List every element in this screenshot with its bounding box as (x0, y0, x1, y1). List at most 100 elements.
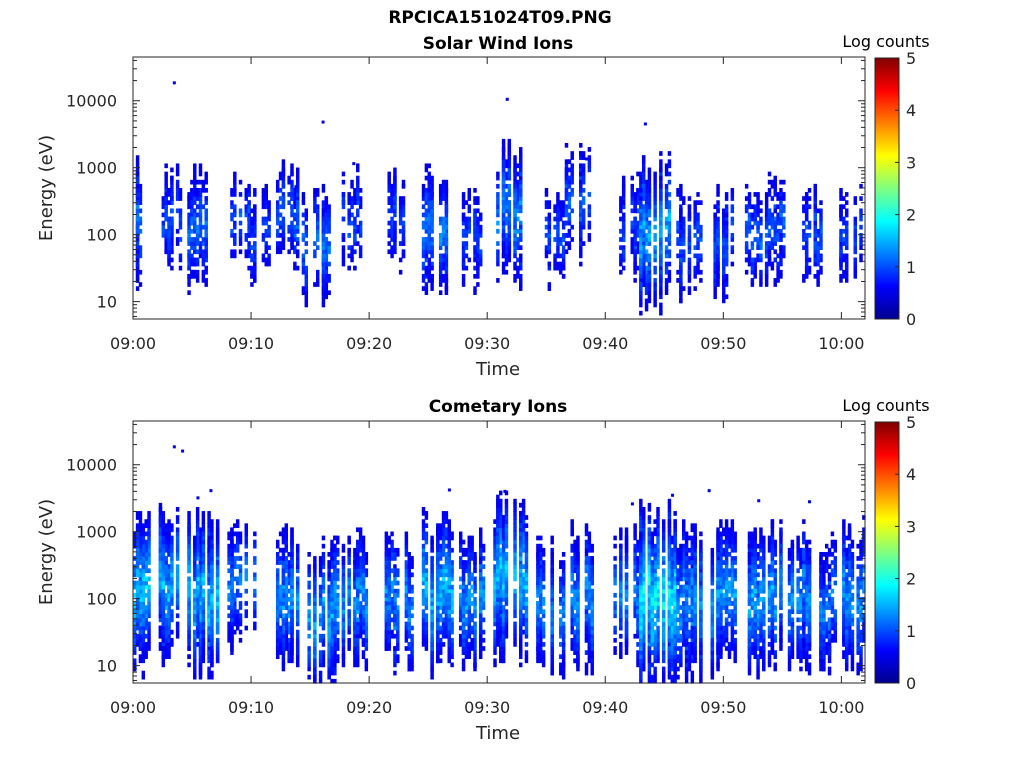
spectrogram-cell (679, 233, 683, 238)
spectrogram-cell (290, 654, 294, 660)
spectrogram-cell (716, 233, 720, 238)
spectrogram-cell (135, 580, 140, 586)
spectrogram-cell (341, 654, 346, 660)
spectrogram-cell (278, 171, 283, 177)
spectrogram-cell (653, 245, 657, 250)
spectrogram-cell (504, 200, 509, 205)
spectrogram-cell (813, 183, 817, 189)
spectrogram-cell (135, 163, 140, 169)
spectrogram-cell (699, 200, 703, 205)
spectrogram-cell (444, 253, 449, 259)
spectrogram-cell (210, 576, 214, 582)
spectrogram-cell (333, 597, 337, 602)
spectrogram-cell (193, 175, 197, 181)
spectrogram-cell (158, 568, 163, 574)
spectrogram-cell (819, 220, 823, 226)
spectrogram-cell (496, 257, 500, 263)
spectrogram-cell (501, 224, 506, 230)
spectrogram-cell (327, 278, 331, 283)
spectrogram-cell (158, 564, 163, 569)
spectrogram-cell (770, 261, 775, 267)
spectrogram-cell (201, 249, 206, 255)
spectrogram-cell (639, 220, 643, 226)
spectrogram-cell (716, 245, 720, 250)
spectrogram-cell (653, 188, 657, 193)
spectrogram-cell (747, 253, 752, 259)
spectrogram-cell (250, 245, 254, 250)
spectrogram-cell (773, 224, 777, 230)
spectrogram-cell (244, 253, 248, 259)
spectrogram-cell (496, 220, 500, 226)
spectrogram-cell (664, 183, 669, 189)
spectrogram-cell (839, 216, 843, 222)
spectrogram-cell (641, 269, 646, 275)
spectrogram-cell (441, 196, 446, 201)
spectrogram-cell (324, 282, 329, 287)
spectrogram-cell (621, 212, 626, 218)
spectrogram-cell (644, 302, 649, 308)
spectrogram-cell (281, 171, 286, 177)
spectrogram-cell (167, 228, 171, 234)
spectrogram-cell (839, 233, 843, 238)
spectrogram-cell (744, 196, 749, 201)
spectrogram-cell (356, 179, 360, 185)
spectrogram-cell (295, 629, 300, 635)
spectrogram-cell (756, 200, 760, 205)
spectrogram-cell (659, 245, 663, 250)
spectrogram-cell (750, 265, 755, 271)
spectrogram-cell (333, 547, 337, 553)
spectrogram-cell (138, 523, 143, 529)
spectrogram-cell (773, 175, 777, 181)
spectrogram-cell (639, 212, 643, 218)
spectrogram-cell (330, 552, 334, 557)
spectrogram-cell (587, 163, 592, 169)
spectrogram-cell (198, 609, 203, 614)
spectrogram-cell (356, 241, 360, 246)
spectrogram-cell (141, 650, 146, 655)
spectrogram-cell (144, 646, 148, 651)
spectrogram-cell (687, 196, 692, 201)
spectrogram-cell (716, 249, 720, 255)
spectrogram-cell (190, 216, 194, 222)
spectrogram-cell (393, 188, 397, 193)
spectrogram-cell (235, 576, 240, 582)
spectrogram-cell (804, 265, 809, 271)
spectrogram-cell (579, 175, 583, 181)
spectrogram-cell (556, 249, 560, 255)
spectrogram-cell (207, 613, 211, 619)
spectrogram-cell (513, 196, 517, 201)
spectrogram-cell (215, 597, 220, 602)
spectrogram-cell (659, 269, 663, 275)
spectrogram-cell (281, 245, 286, 250)
spectrogram-cell (313, 253, 317, 259)
spectrogram-cell (664, 204, 669, 210)
spectrogram-cell (324, 286, 329, 291)
spectrogram-cell (764, 216, 769, 222)
spectrogram-cell (167, 216, 171, 222)
spectrogram-cell (324, 273, 329, 279)
spectrogram-cell (547, 237, 552, 242)
spectrogram-cell (633, 245, 637, 250)
spectrogram-cell (204, 224, 208, 230)
spectrogram-cell (327, 637, 331, 643)
spectrogram-cell (327, 658, 331, 664)
spectrogram-cell (170, 543, 174, 549)
spectrogram-cell (167, 580, 171, 586)
spectrogram-cell (198, 560, 203, 565)
spectrogram-cell (330, 654, 334, 660)
spectrogram-cell (676, 224, 680, 230)
spectrogram-cell (387, 171, 391, 177)
spectrogram-cell (770, 265, 775, 271)
spectrogram-cell (193, 642, 197, 647)
spectrogram-cell (744, 269, 749, 275)
x-axis: 09:00 09:10 09:20 09:30 09:40 09:50 10:00 (110, 57, 864, 353)
spectrogram-cell (356, 163, 360, 169)
spectrogram-cell (170, 584, 174, 590)
spectrogram-cell (667, 253, 672, 259)
spectrogram-cell (230, 535, 234, 541)
spectrogram-cell (341, 601, 346, 606)
spectrogram-cell (461, 278, 466, 283)
spectrogram-cell (556, 237, 560, 242)
spectrogram-cell (507, 147, 512, 152)
spectrogram-cell (730, 233, 735, 238)
